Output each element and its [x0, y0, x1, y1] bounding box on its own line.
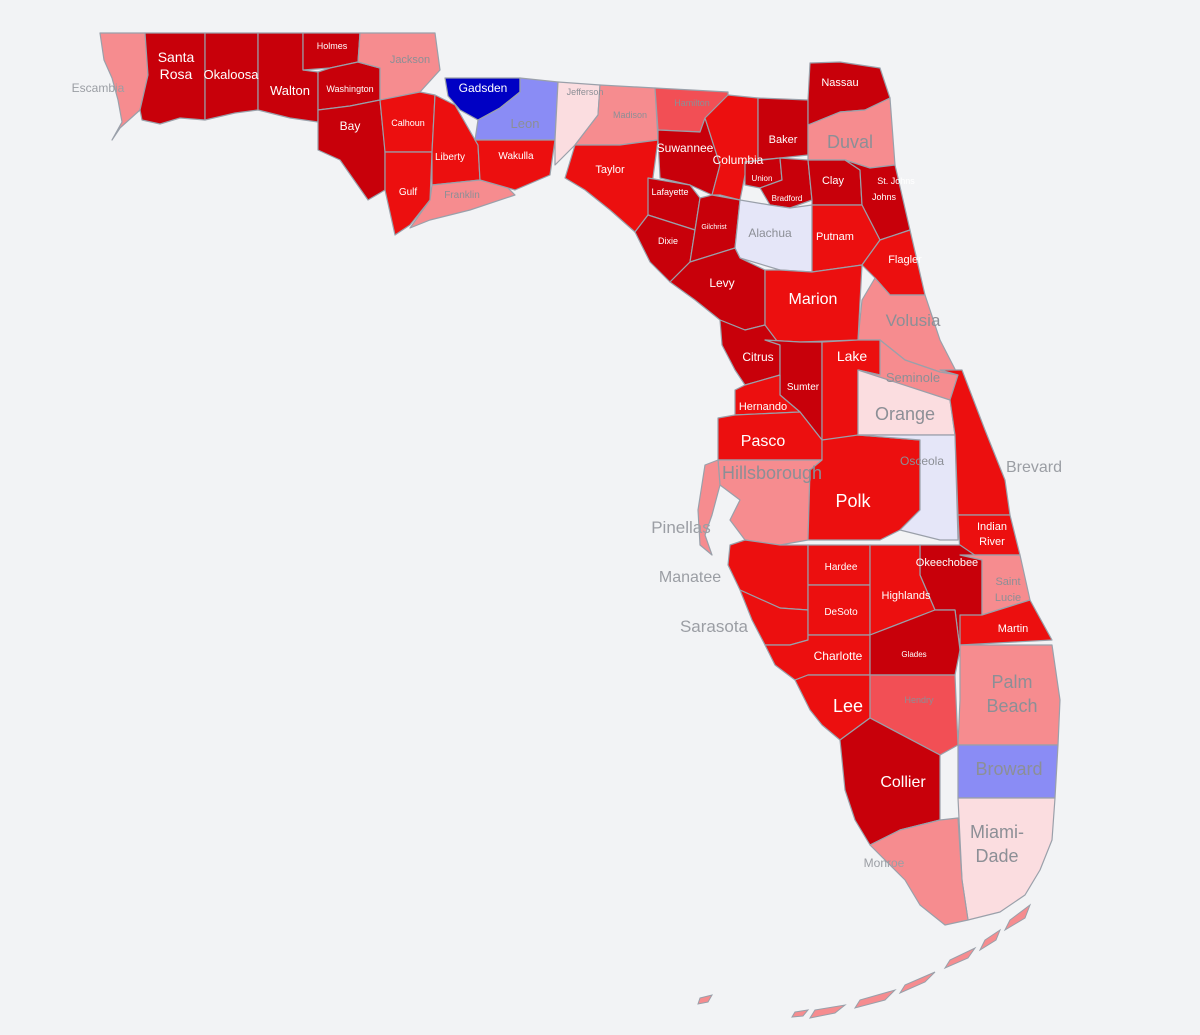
- county-okaloosa[interactable]: [204, 32, 259, 121]
- label-orange: Orange: [875, 404, 935, 424]
- outer-labels: Escambia Brevard Pinellas Manatee Saraso…: [72, 81, 1062, 870]
- label-leon: Leon: [511, 116, 540, 131]
- label-palm-beach-1: Palm: [991, 672, 1032, 692]
- label-washington: Washington: [326, 84, 373, 94]
- florida-keys: [697, 903, 1032, 1019]
- label-madison: Madison: [613, 110, 647, 120]
- label-hendry: Hendry: [904, 695, 934, 705]
- label-indian-river-2: River: [979, 536, 1005, 548]
- label-manatee: Manatee: [659, 569, 721, 586]
- label-columbia: Columbia: [713, 153, 764, 167]
- label-nassau: Nassau: [821, 77, 858, 89]
- county-monroe[interactable]: [869, 817, 969, 926]
- label-lee: Lee: [833, 696, 863, 716]
- county-highlands[interactable]: [869, 544, 936, 636]
- label-seminole: Seminole: [886, 370, 940, 385]
- label-charlotte: Charlotte: [814, 649, 863, 663]
- county-polk[interactable]: [807, 434, 921, 541]
- county-labels: Santa Rosa Okaloosa Walton Holmes Washin…: [158, 41, 1043, 866]
- label-indian-river-1: Indian: [977, 521, 1007, 533]
- county-pinellas[interactable]: [697, 459, 721, 556]
- label-flagler: Flagler: [888, 254, 922, 266]
- label-escambia: Escambia: [72, 81, 125, 95]
- label-okaloosa: Okaloosa: [204, 67, 260, 82]
- label-osceola: Osceola: [900, 454, 944, 468]
- label-putnam: Putnam: [816, 231, 854, 243]
- label-alachua: Alachua: [748, 226, 792, 240]
- label-okeechobee: Okeechobee: [916, 557, 978, 569]
- label-marion: Marion: [789, 291, 838, 308]
- label-hamilton: Hamilton: [674, 98, 710, 108]
- label-gulf: Gulf: [399, 187, 418, 198]
- county-palm-beach[interactable]: [957, 644, 1061, 746]
- label-st-johns-1: St. Johns: [877, 176, 915, 186]
- county-bay[interactable]: [317, 99, 386, 201]
- label-lafayette: Lafayette: [651, 187, 688, 197]
- label-taylor: Taylor: [595, 164, 625, 176]
- label-dixie: Dixie: [658, 236, 678, 246]
- label-lake: Lake: [837, 348, 868, 364]
- label-walton: Walton: [270, 83, 310, 98]
- label-union: Union: [752, 174, 773, 183]
- label-bradford: Bradford: [772, 194, 803, 203]
- county-taylor[interactable]: [564, 139, 659, 233]
- county-hendry[interactable]: [869, 674, 959, 756]
- label-martin: Martin: [998, 623, 1029, 635]
- label-pasco: Pasco: [741, 433, 786, 450]
- label-st-lucie-1: Saint: [995, 576, 1020, 588]
- label-calhoun: Calhoun: [391, 118, 425, 128]
- label-duval: Duval: [827, 132, 873, 152]
- label-jackson: Jackson: [390, 54, 430, 66]
- label-st-johns-2: Johns: [872, 192, 897, 202]
- label-polk: Polk: [835, 491, 871, 511]
- label-jefferson: Jefferson: [567, 87, 604, 97]
- county-wakulla[interactable]: [474, 139, 556, 191]
- label-sarasota: Sarasota: [680, 617, 749, 636]
- label-broward: Broward: [975, 759, 1042, 779]
- label-suwannee: Suwannee: [657, 141, 714, 155]
- label-hillsborough: Hillsborough: [722, 463, 822, 483]
- label-bay: Bay: [340, 119, 361, 133]
- label-gilchrist: Gilchrist: [701, 224, 726, 231]
- label-brevard: Brevard: [1006, 459, 1062, 476]
- label-levy: Levy: [709, 276, 734, 290]
- label-holmes: Holmes: [317, 41, 348, 51]
- label-citrus: Citrus: [742, 350, 773, 364]
- label-pinellas: Pinellas: [651, 518, 711, 537]
- label-baker: Baker: [769, 134, 798, 146]
- label-desoto: DeSoto: [824, 607, 858, 618]
- label-sumter: Sumter: [787, 382, 820, 393]
- label-santa-rosa-2: Rosa: [160, 66, 193, 82]
- label-highlands: Highlands: [882, 590, 931, 602]
- label-wakulla: Wakulla: [498, 151, 534, 162]
- label-collier: Collier: [880, 774, 926, 791]
- label-monroe: Monroe: [864, 856, 905, 870]
- label-palm-beach-2: Beach: [986, 696, 1037, 716]
- county-manatee[interactable]: [727, 539, 809, 611]
- label-liberty: Liberty: [435, 152, 465, 163]
- label-st-lucie-2: Lucie: [995, 592, 1021, 604]
- label-santa-rosa-1: Santa: [158, 49, 195, 65]
- label-gadsden: Gadsden: [459, 81, 508, 95]
- label-clay: Clay: [822, 175, 845, 187]
- label-franklin: Franklin: [444, 190, 480, 201]
- label-volusia: Volusia: [886, 311, 941, 330]
- label-miami-dade-1: Miami-: [970, 822, 1024, 842]
- label-glades: Glades: [901, 650, 926, 659]
- label-miami-dade-2: Dade: [975, 846, 1018, 866]
- label-hernando: Hernando: [739, 401, 787, 413]
- label-hardee: Hardee: [825, 562, 858, 573]
- county-martin[interactable]: [959, 599, 1053, 646]
- county-baker[interactable]: [757, 97, 809, 161]
